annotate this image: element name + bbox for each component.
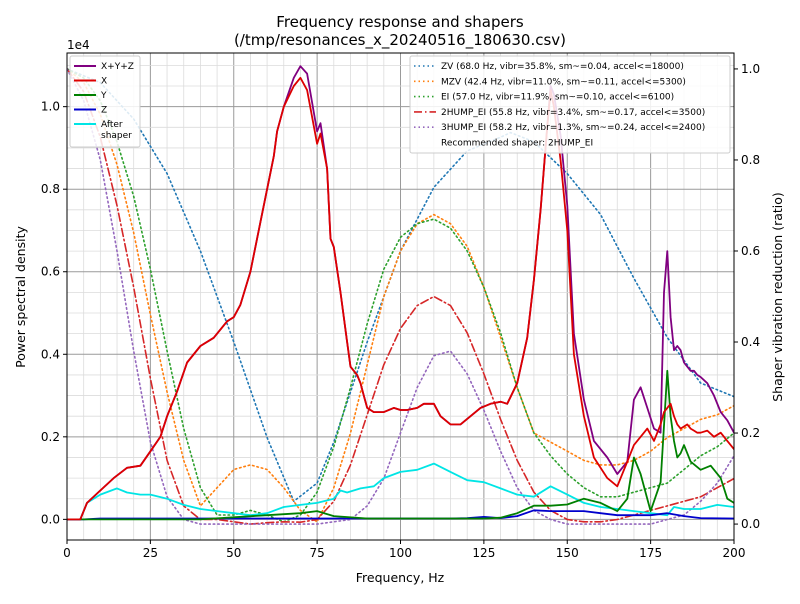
legend-psd-label: Z <box>101 106 107 116</box>
x-tick-label: 125 <box>472 546 495 560</box>
x-tick-label: 200 <box>723 546 746 560</box>
x-tick-label: 150 <box>556 546 579 560</box>
x-tick-label: 50 <box>226 546 241 560</box>
chart-title-line-2: (/tmp/resonances_x_20240516_180630.csv) <box>234 31 566 50</box>
y2-tick-label: 0.8 <box>741 153 760 167</box>
legend-recommended-shaper: Recommended shaper: 2HUMP_EI <box>441 139 593 149</box>
y2-tick-label: 0.2 <box>741 426 760 440</box>
legend-shaper-label: MZV (42.4 Hz, vibr=11.0%, sm~=0.11, acce… <box>441 77 686 87</box>
series-x-line <box>67 76 734 521</box>
series-z-line <box>67 509 734 521</box>
y2-tick-label: 0.0 <box>741 517 760 531</box>
shaper-mzv-line <box>67 68 734 523</box>
legend-shaper-label: 2HUMP_EI (55.8 Hz, vibr=3.4%, sm~=0.17, … <box>441 108 705 118</box>
y2-tick-label: 1.0 <box>741 62 760 76</box>
y2-tick-label: 0.6 <box>741 244 760 258</box>
legend-shaper-label: 3HUMP_EI (58.2 Hz, vibr=1.3%, sm~=0.24, … <box>441 123 705 133</box>
legend-shaper-label: EI (57.0 Hz, vibr=11.9%, sm~=0.10, accel… <box>441 93 674 103</box>
y-tick-label: 0.0 <box>41 512 60 526</box>
y-tick-label: 0.8 <box>41 182 60 196</box>
y-offset-text: 1e4 <box>67 38 90 52</box>
chart-title-line-1: Frequency response and shapers <box>276 13 524 31</box>
x-tick-label: 100 <box>389 546 412 560</box>
y-tick-label: 0.6 <box>41 265 60 279</box>
x-tick-label: 0 <box>63 546 71 560</box>
axes: 0 25 50 75 100 125 150 175 200 0.0 0.2 0.4 0.6 0.8 1.0… <box>41 52 760 560</box>
legend-psd-label: X+Y+Z <box>101 62 134 72</box>
shaper-ei-line <box>67 68 734 523</box>
shaper-3hump-ei-line <box>67 68 734 525</box>
y-tick-label: 1.0 <box>41 100 60 114</box>
series-y-line <box>67 369 734 521</box>
x-axis-label: Frequency, Hz <box>356 570 445 585</box>
legend-psd-label-cont: shaper <box>101 131 132 141</box>
y-tick-label: 0.2 <box>41 430 60 444</box>
y-axis-label: Power spectral density <box>13 226 28 368</box>
legend-shapers-box <box>409 55 731 154</box>
shaper-2hump-ei-line <box>67 68 734 525</box>
series-layer <box>67 65 734 525</box>
x-tick-label: 25 <box>143 546 158 560</box>
shaper-zv-line <box>67 68 734 503</box>
legend-psd-label: Y <box>100 91 107 101</box>
x-tick-label: 175 <box>639 546 662 560</box>
series-after-shaper-line <box>67 462 734 521</box>
y2-axis-label: Shaper vibration reduction (ratio) <box>770 192 785 402</box>
y-tick-label: 0.4 <box>41 347 60 361</box>
x-tick-label: 75 <box>309 546 324 560</box>
legend-psd-label: X <box>101 77 107 87</box>
legend-shaper-label: ZV (68.0 Hz, vibr=35.8%, sm~=0.04, accel… <box>441 62 684 72</box>
y2-tick-label: 0.4 <box>741 335 760 349</box>
legend-shapers: ZV (68.0 Hz, vibr=35.8%, sm~=0.04, accel… <box>409 55 731 154</box>
legend-psd-label: After <box>101 120 123 130</box>
